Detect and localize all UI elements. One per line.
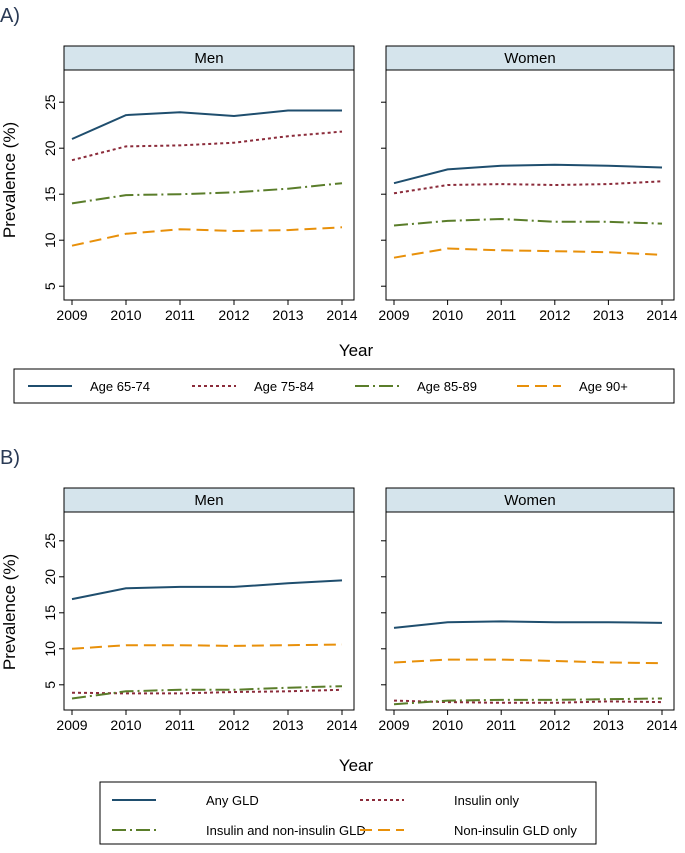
y-tick-label: 10 (42, 232, 58, 248)
panel-a-facet-men: Men 5 10 15 20 25 2009 2010 2011 2012 2013 2014 (42, 45, 358, 323)
panel-b: B) Men 5 10 15 20 25 2009 2010 2011 2012 2013 2014… (0, 447, 678, 845)
facet-strip (63, 45, 355, 71)
series-line-age-90- (393, 247, 663, 259)
x-tick-label: 2010 (110, 307, 141, 323)
legend-label-insulin-and-non-insulin-gld: Insulin and non-insulin GLD (206, 823, 366, 838)
series-line-age-75-84 (393, 180, 663, 195)
y-tick-label: 15 (42, 605, 58, 621)
x-tick-label: 2011 (165, 307, 195, 323)
x-axis-title: Year (339, 756, 374, 775)
y-tick-label: 25 (42, 94, 58, 110)
legend-label-age-75-84: Age 75-84 (254, 379, 314, 394)
series-line-age-65-74 (393, 163, 663, 185)
y-tick-label: 15 (42, 186, 58, 202)
panel-b-facet-women: Women 2009 2010 2011 2012 2013 2014 (378, 487, 678, 733)
y-tick-label: 5 (42, 282, 58, 290)
x-tick-label: 2010 (432, 717, 463, 733)
x-tick-label: 2009 (378, 717, 409, 733)
series-line-age-85-89 (71, 182, 343, 205)
y-tick-label: 25 (42, 533, 58, 549)
x-tick-label: 2013 (272, 307, 303, 323)
series-line-insulin-and-non-insulin-gld (71, 685, 343, 700)
legend-box (13, 368, 675, 404)
plot-area (63, 511, 355, 711)
series-line-age-85-89 (393, 217, 663, 227)
x-tick-label: 2011 (486, 307, 516, 323)
x-tick-label: 2009 (56, 717, 87, 733)
y-tick-label: 20 (42, 140, 58, 156)
facet-strip (385, 487, 675, 513)
y-axis-title: Prevalence (%) (0, 554, 19, 670)
panel-a: A) Men 5 10 15 20 25 2009 2010 2011 2012 2013 2014… (0, 5, 678, 404)
legend: Age 65-74 Age 75-84 Age 85-89 Age 90+ (13, 368, 675, 404)
legend-label-age-90-: Age 90+ (579, 379, 628, 394)
x-tick-label: 2009 (56, 307, 87, 323)
legend-label-age-65-74: Age 65-74 (90, 379, 150, 394)
legend-label-any-gld: Any GLD (206, 793, 259, 808)
x-tick-label: 2014 (326, 717, 357, 733)
series-line-insulin-only (393, 699, 663, 704)
series-line-any-gld (393, 620, 663, 629)
y-tick-label: 5 (42, 681, 58, 689)
x-axis-title: Year (339, 341, 374, 360)
panel-a-label: A) (0, 5, 20, 27)
plot-area (385, 69, 675, 301)
x-tick-label: 2010 (432, 307, 463, 323)
x-tick-label: 2010 (110, 717, 141, 733)
series-line-age-65-74 (71, 109, 342, 140)
x-tick-label: 2014 (326, 307, 357, 323)
x-tick-label: 2011 (165, 717, 195, 733)
series-line-age-90- (71, 226, 343, 247)
x-tick-label: 2011 (486, 717, 516, 733)
x-tick-label: 2009 (378, 307, 409, 323)
x-tick-label: 2012 (218, 717, 249, 733)
x-tick-label: 2013 (272, 717, 303, 733)
legend-label-age-85-89: Age 85-89 (417, 379, 477, 394)
x-tick-label: 2013 (593, 307, 624, 323)
x-tick-label: 2013 (593, 717, 624, 733)
series-line-non-insulin-gld-only (393, 658, 663, 665)
facet-title: Men (194, 492, 223, 509)
x-tick-label: 2014 (646, 307, 677, 323)
x-tick-label: 2012 (539, 307, 570, 323)
series-line-insulin-and-non-insulin-gld (393, 697, 663, 706)
y-tick-label: 10 (42, 641, 58, 657)
x-tick-label: 2012 (218, 307, 249, 323)
plot-area (385, 511, 675, 711)
panel-b-label: B) (0, 447, 20, 469)
x-tick-label: 2014 (646, 717, 677, 733)
legend-box (99, 781, 597, 845)
y-tick-label: 20 (42, 569, 58, 585)
legend-label-non-insulin-gld-only: Non-insulin GLD only (454, 823, 577, 838)
plot-area (63, 69, 355, 301)
panel-b-facet-men: Men 5 10 15 20 25 2009 2010 2011 2012 2013 2014 (42, 487, 358, 733)
facet-title: Women (504, 492, 555, 509)
legend: Any GLD Insulin only Insulin and non-insul… (99, 781, 597, 845)
x-tick-label: 2012 (539, 717, 570, 733)
facet-title: Women (504, 50, 555, 67)
facet-title: Men (194, 50, 223, 67)
panel-a-facet-women: Women 2009 2010 2011 2012 2013 2014 (378, 45, 678, 323)
y-axis-title: Prevalence (%) (0, 122, 19, 238)
series-line-non-insulin-gld-only (71, 643, 343, 650)
facet-strip (63, 487, 355, 513)
legend-label-insulin-only: Insulin only (454, 793, 520, 808)
series-line-any-gld (71, 579, 343, 601)
